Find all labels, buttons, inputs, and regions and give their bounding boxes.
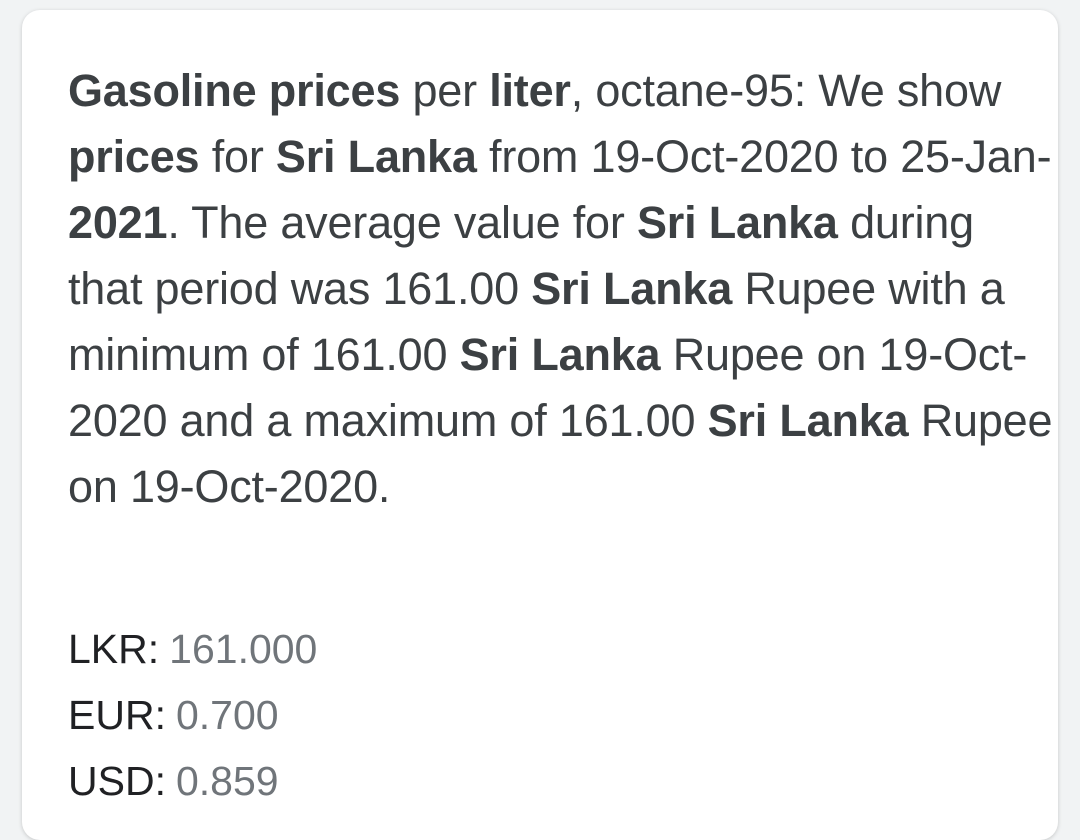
currency-value: 161.000 [169, 626, 318, 672]
snippet-text-run: Rupee on 19-Oct-2020 and a maximum of 16… [68, 329, 1028, 446]
currency-value: 0.859 [175, 758, 279, 804]
currency-code: EUR: [68, 692, 166, 738]
result-card: Gasoline prices per liter, octane-95: We… [22, 10, 1058, 840]
snippet-bold-term: 2021 [68, 197, 168, 248]
snippet-bold-term: prices [68, 131, 200, 182]
snippet-text-run: per [400, 65, 490, 116]
snippet-bold-term: Sri Lanka [459, 329, 661, 380]
snippet-text: Gasoline prices per liter, octane-95: We… [68, 58, 1058, 520]
snippet-text-run: for [199, 131, 276, 182]
snippet-text-run: , octane-95: We show [570, 65, 1002, 116]
snippet-text-run: Rupee on 19-Oct-2020. [68, 395, 1053, 512]
snippet-bold-term: Sri Lanka [531, 263, 733, 314]
currency-code: LKR: [68, 626, 160, 672]
rate-row-usd: USD: 0.859 [68, 748, 317, 814]
currency-rates-list: LKR: 161.000 EUR: 0.700 USD: 0.859 [68, 616, 317, 814]
snippet-bold-term: Sri Lanka [275, 131, 477, 182]
currency-code: USD: [68, 758, 166, 804]
snippet-bold-term: liter [489, 65, 571, 116]
snippet-bold-term: Sri Lanka [636, 197, 838, 248]
snippet-text-run: Rupee with a minimum of 161.00 [68, 263, 1005, 380]
snippet-text-run: during that period was 161.00 [68, 197, 974, 314]
snippet-text-run: . The average value for [167, 197, 637, 248]
snippet-text-run: from 19-Oct-2020 to 25-Jan- [476, 131, 1052, 182]
snippet-bold-term: Gasoline prices [68, 65, 401, 116]
currency-value: 0.700 [175, 692, 279, 738]
rate-row-eur: EUR: 0.700 [68, 682, 317, 748]
snippet-bold-term: Sri Lanka [707, 395, 909, 446]
rate-row-lkr: LKR: 161.000 [68, 616, 317, 682]
